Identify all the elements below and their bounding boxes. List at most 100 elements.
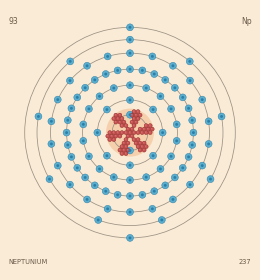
Circle shape	[116, 131, 120, 135]
Circle shape	[170, 155, 172, 158]
Circle shape	[96, 93, 103, 100]
Circle shape	[207, 176, 214, 183]
Circle shape	[158, 216, 165, 223]
Text: NEPTUNIUM: NEPTUNIUM	[9, 259, 48, 265]
Circle shape	[151, 207, 154, 210]
Circle shape	[187, 107, 190, 110]
Circle shape	[141, 145, 142, 147]
Circle shape	[220, 115, 223, 118]
Circle shape	[122, 141, 126, 145]
Circle shape	[96, 131, 99, 134]
Circle shape	[201, 98, 204, 101]
Circle shape	[119, 121, 120, 122]
Circle shape	[187, 155, 190, 158]
Circle shape	[149, 205, 156, 212]
Circle shape	[189, 141, 196, 148]
Circle shape	[127, 82, 133, 89]
Circle shape	[131, 114, 132, 115]
Circle shape	[179, 94, 186, 101]
Circle shape	[69, 60, 72, 63]
Circle shape	[170, 196, 176, 203]
Circle shape	[106, 207, 109, 210]
Circle shape	[67, 58, 74, 65]
Circle shape	[114, 191, 121, 198]
Text: Np: Np	[241, 17, 251, 26]
Circle shape	[86, 153, 92, 160]
Circle shape	[168, 106, 174, 112]
Circle shape	[66, 144, 69, 146]
Circle shape	[173, 176, 176, 179]
Circle shape	[80, 137, 87, 144]
Circle shape	[126, 134, 130, 138]
Circle shape	[97, 218, 100, 221]
Circle shape	[68, 105, 75, 112]
Circle shape	[128, 211, 132, 213]
Circle shape	[152, 154, 154, 157]
Circle shape	[207, 120, 210, 123]
Circle shape	[104, 190, 107, 193]
Circle shape	[94, 129, 101, 136]
Circle shape	[119, 135, 120, 136]
Circle shape	[107, 135, 108, 136]
Circle shape	[218, 113, 225, 120]
Circle shape	[103, 152, 110, 159]
Circle shape	[138, 113, 142, 117]
Circle shape	[95, 216, 102, 223]
Circle shape	[70, 155, 73, 158]
Circle shape	[145, 87, 148, 90]
Circle shape	[143, 128, 145, 129]
Circle shape	[128, 179, 132, 181]
Circle shape	[69, 79, 72, 82]
Circle shape	[126, 127, 130, 131]
Circle shape	[130, 120, 134, 124]
Circle shape	[82, 123, 85, 126]
Circle shape	[151, 188, 158, 195]
Circle shape	[132, 110, 136, 114]
Circle shape	[128, 52, 132, 55]
Circle shape	[147, 128, 148, 129]
Circle shape	[64, 117, 71, 124]
Circle shape	[127, 128, 128, 129]
Circle shape	[111, 135, 112, 136]
Circle shape	[153, 190, 156, 193]
Circle shape	[67, 181, 73, 188]
Circle shape	[118, 134, 122, 138]
Circle shape	[128, 26, 132, 29]
Circle shape	[113, 131, 114, 133]
Circle shape	[201, 164, 204, 167]
Circle shape	[160, 218, 163, 221]
Circle shape	[127, 147, 133, 154]
Circle shape	[56, 98, 59, 101]
Circle shape	[149, 131, 151, 133]
Circle shape	[132, 117, 136, 121]
Circle shape	[133, 110, 134, 112]
Circle shape	[157, 93, 164, 100]
Circle shape	[103, 106, 110, 113]
Circle shape	[46, 176, 53, 183]
Circle shape	[98, 167, 101, 170]
Circle shape	[127, 111, 133, 118]
Circle shape	[54, 96, 61, 103]
Circle shape	[98, 95, 101, 98]
Circle shape	[191, 119, 194, 122]
Circle shape	[109, 138, 110, 140]
Circle shape	[170, 62, 176, 69]
Circle shape	[114, 67, 121, 74]
Circle shape	[128, 113, 132, 116]
Circle shape	[66, 119, 69, 122]
Circle shape	[84, 86, 87, 89]
Circle shape	[127, 36, 133, 43]
Circle shape	[131, 121, 132, 122]
Circle shape	[134, 141, 138, 145]
Circle shape	[172, 64, 174, 67]
Circle shape	[106, 134, 110, 138]
Circle shape	[121, 131, 122, 133]
Circle shape	[102, 188, 109, 195]
Circle shape	[124, 138, 128, 142]
Circle shape	[140, 145, 144, 149]
Circle shape	[110, 134, 114, 138]
Circle shape	[144, 131, 148, 135]
Circle shape	[168, 153, 174, 160]
Circle shape	[148, 124, 152, 128]
Circle shape	[135, 142, 136, 143]
